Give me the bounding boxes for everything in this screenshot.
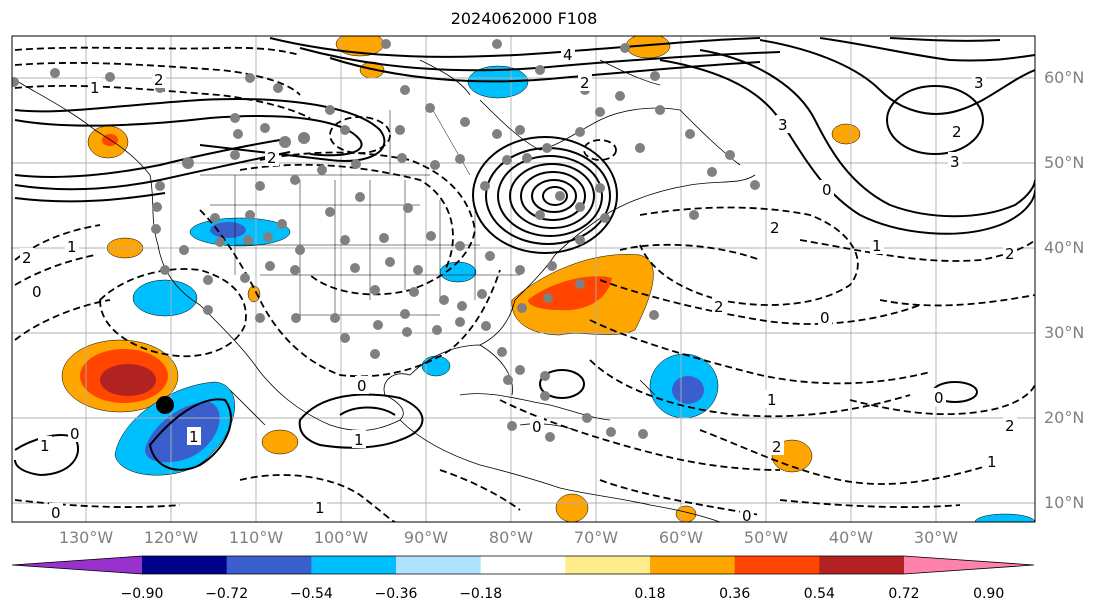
colorbar-tick-label: 0.72: [888, 586, 920, 602]
contour-label: 0: [51, 504, 61, 522]
colorbar-tick-label: −0.18: [459, 586, 503, 602]
colorbar-cell: [819, 556, 905, 574]
contour-label: 2: [580, 74, 590, 92]
contour-label: 3: [778, 116, 788, 134]
contour-label: 1: [315, 499, 325, 517]
anomaly-negative-blue: [145, 401, 220, 463]
contour-label: 1: [354, 431, 364, 449]
colorbar-tick-label: 0.18: [634, 586, 666, 602]
contour-label: 2: [1005, 245, 1015, 263]
lat-tick-label: 10°N: [1044, 493, 1085, 512]
lon-tick-label: 80°W: [488, 528, 534, 547]
anomaly-positive-ca: [247, 285, 261, 303]
colorbar-cell: [565, 556, 651, 574]
anomaly-positive-sa1: [555, 493, 589, 522]
lon-tick-label: 50°W: [743, 528, 789, 547]
colorbar-cell: [650, 556, 736, 574]
colorbar-tick-label: −0.54: [289, 586, 333, 602]
colorbar-cell: [396, 556, 482, 574]
colorbar-cell: [226, 556, 312, 574]
contour-label: 3: [950, 153, 960, 171]
lon-tick-label: 130°W: [58, 528, 114, 547]
anomaly-positive-darkred: [100, 364, 156, 396]
lat-tick-label: 60°N: [1044, 68, 1085, 87]
lon-tick-label: 60°W: [658, 528, 704, 547]
contour-label: 2: [772, 438, 782, 456]
colorbar-extend-low: [12, 556, 142, 574]
colorbar-tick-label: −0.36: [374, 586, 418, 602]
contour-label: 0: [32, 283, 42, 301]
lon-tick-label: 110°W: [228, 528, 284, 547]
anomaly-negative-se: [974, 513, 1035, 522]
colorbar-cell: [142, 556, 228, 574]
contour-label: 3: [974, 74, 984, 92]
contour-label: 1: [40, 437, 50, 455]
colorbar-tick-label: 0.90: [973, 586, 1005, 602]
lat-tick-label: 20°N: [1044, 408, 1085, 427]
colorbar: [11, 555, 1035, 575]
map-frame: [11, 35, 1036, 523]
lon-tick-label: 100°W: [313, 528, 369, 547]
contour-label: 1: [189, 428, 199, 446]
contour-label: 0: [70, 425, 80, 443]
contour-label: 1: [67, 238, 77, 256]
contour-label: 2: [770, 219, 780, 237]
contour-label: 0: [532, 418, 542, 436]
colorbar-extend-high: [904, 556, 1034, 574]
contour-label: 0: [742, 507, 752, 525]
anomaly-negative-texas: [439, 261, 477, 283]
lat-tick-label: 30°N: [1044, 323, 1085, 342]
contours-dashed: [14, 46, 1035, 522]
plot-title: 2024062000 F108: [450, 9, 598, 28]
contour-label: 0: [822, 181, 832, 199]
contour-label: 2: [714, 298, 724, 316]
location-marker: [156, 396, 174, 414]
colorbar-frame: [11, 555, 1035, 575]
contour-label: 2: [22, 249, 32, 267]
lat-tick-label: 50°N: [1044, 153, 1085, 172]
colorbar-tick-label: 0.36: [719, 586, 751, 602]
contour-labels: 1 2 4 3 2 3 2 3 0 1 2 0 2 1 2 0 1 1 0 2 …: [20, 45, 1017, 525]
contour-label: 2: [952, 123, 962, 141]
anomaly-negative-rockies-core: [210, 222, 246, 238]
contour-label: 1: [872, 237, 882, 255]
anomaly-positive-mexico: [261, 429, 299, 455]
colorbar-cell: [311, 556, 397, 574]
contour-label: 2: [154, 71, 164, 89]
contour-label: 2: [1005, 417, 1015, 435]
anomaly-positive-greenland: [831, 123, 861, 145]
contour-label: 1: [767, 391, 777, 409]
colorbar-tick-label: 0.54: [803, 586, 835, 602]
lat-tick-label: 40°N: [1044, 238, 1085, 257]
lon-tick-label: 120°W: [143, 528, 199, 547]
lon-tick-label: 70°W: [573, 528, 619, 547]
lon-tick-label: 40°W: [828, 528, 874, 547]
station-markers: [12, 39, 760, 442]
anomaly-negative-baja: [132, 279, 198, 317]
contour-label: 1: [90, 79, 100, 97]
colorbar-cell: [480, 556, 566, 574]
contour-label: 1: [987, 453, 997, 471]
lon-tick-label: 30°W: [913, 528, 959, 547]
colorbar-tick-label: −0.72: [205, 586, 249, 602]
contour-label: 4: [563, 46, 573, 64]
contour-label: 0: [357, 377, 367, 395]
colorbar-tick-label: −0.90: [120, 586, 164, 602]
lon-tick-label: 90°W: [403, 528, 449, 547]
contour-label: 0: [820, 309, 830, 327]
colorbar-cell: [734, 556, 820, 574]
contour-label: 2: [267, 149, 277, 167]
contour-label: 0: [934, 389, 944, 407]
anomaly-negative-atlantic-core: [672, 376, 704, 404]
